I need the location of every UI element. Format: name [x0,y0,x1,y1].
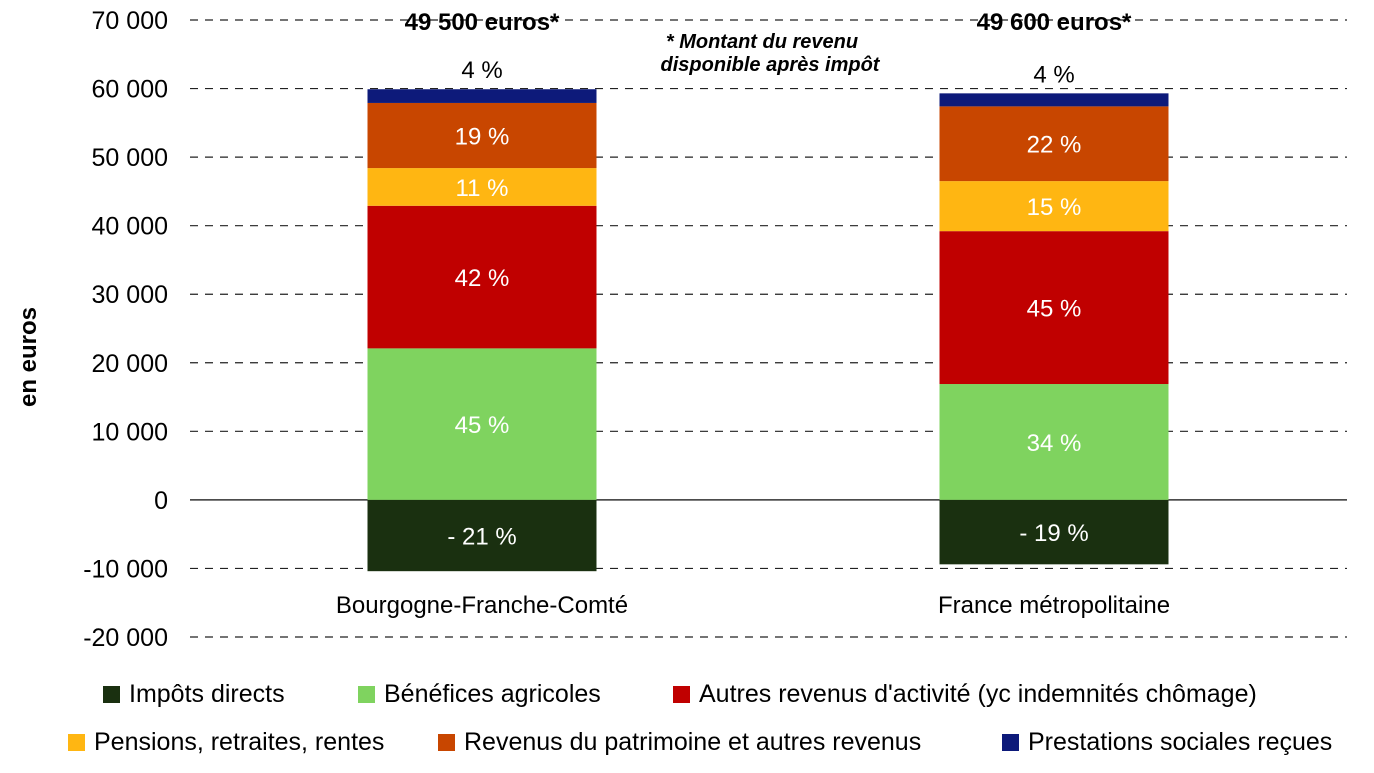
category-label: France métropolitaine [938,592,1170,619]
category-label: Bourgogne-Franche-Comté [336,592,628,619]
bar-total-label: 49 600 euros* [977,9,1132,36]
segment-label: 11 % [456,175,509,202]
legend-item: Bénéfices agricoles [358,680,601,709]
legend-swatch [358,686,375,703]
legend-item: Impôts directs [103,680,285,709]
legend-swatch [673,686,690,703]
bar-segment [939,181,1169,232]
bar-segment [939,106,1169,182]
segment-label: 4 % [1033,61,1074,88]
legend-label: Prestations sociales reçues [1028,728,1333,756]
bar-segment [367,499,597,572]
legend-item: Autres revenus d'activité (yc indemnités… [673,680,1257,709]
legend-swatch [68,734,85,751]
y-tick-label: 70 000 [92,7,168,35]
segment-label: 22 % [1027,132,1082,159]
y-tick-label: 50 000 [92,144,168,172]
bar-segment [367,348,597,500]
bar-segment [939,384,1169,500]
legend-item: Pensions, retraites, rentes [68,728,384,757]
bar-segment [939,93,1169,107]
legend-label: Revenus du patrimoine et autres revenus [464,728,922,756]
y-tick-label: 10 000 [92,418,168,446]
legend-swatch [1002,734,1019,751]
bar-segment [367,168,597,206]
y-tick-label: 0 [154,487,168,515]
bar-segment [367,205,597,349]
bar-segment [939,231,1169,385]
segment-label: 45 % [1027,296,1082,323]
segment-label: 34 % [1027,430,1082,457]
legend-label: Autres revenus d'activité (yc indemnités… [699,680,1257,708]
bar-segment [367,89,597,103]
legend-label: Bénéfices agricoles [384,680,601,708]
legend-swatch [103,686,120,703]
segment-label: 42 % [455,265,510,292]
y-tick-label: 30 000 [92,281,168,309]
legend-item: Prestations sociales reçues [1002,728,1332,757]
legend-swatch [438,734,455,751]
segment-label: - 21 % [447,524,516,551]
bar-segment [939,499,1169,565]
segment-label: 4 % [461,57,502,84]
y-tick-label: 60 000 [92,76,168,104]
y-axis-label: en euros [15,307,42,407]
note-line-1: * Montant du revenu [666,31,858,53]
note-line-2: disponible après impôt [661,54,881,76]
segment-label: 15 % [1027,194,1082,221]
stacked-bar-chart: 70 000 60 000 50 000 40 000 30 000 20 000 10 0… [15,7,1347,652]
legend-item: Revenus du patrimoine et autres revenus [438,728,921,757]
bar-total-label: 49 500 euros* [405,9,560,36]
legend-label: Impôts directs [129,680,285,708]
bars [367,89,1169,572]
y-tick-label: 40 000 [92,213,168,241]
segment-label: - 19 % [1019,520,1088,547]
segment-label: 19 % [455,124,510,151]
y-tick-label: 20 000 [92,350,168,378]
labels: 70 000 60 000 50 000 40 000 30 000 20 000 10 0… [83,7,1170,652]
bar-segment [367,102,597,169]
segment-label: 45 % [455,412,510,439]
y-tick-label: -10 000 [83,555,168,583]
gridlines [190,19,1347,638]
y-tick-label: -20 000 [83,624,168,652]
legend-label: Pensions, retraites, rentes [94,728,385,756]
legend: Impôts directs Bénéfices agricoles Autres … [0,672,1374,768]
